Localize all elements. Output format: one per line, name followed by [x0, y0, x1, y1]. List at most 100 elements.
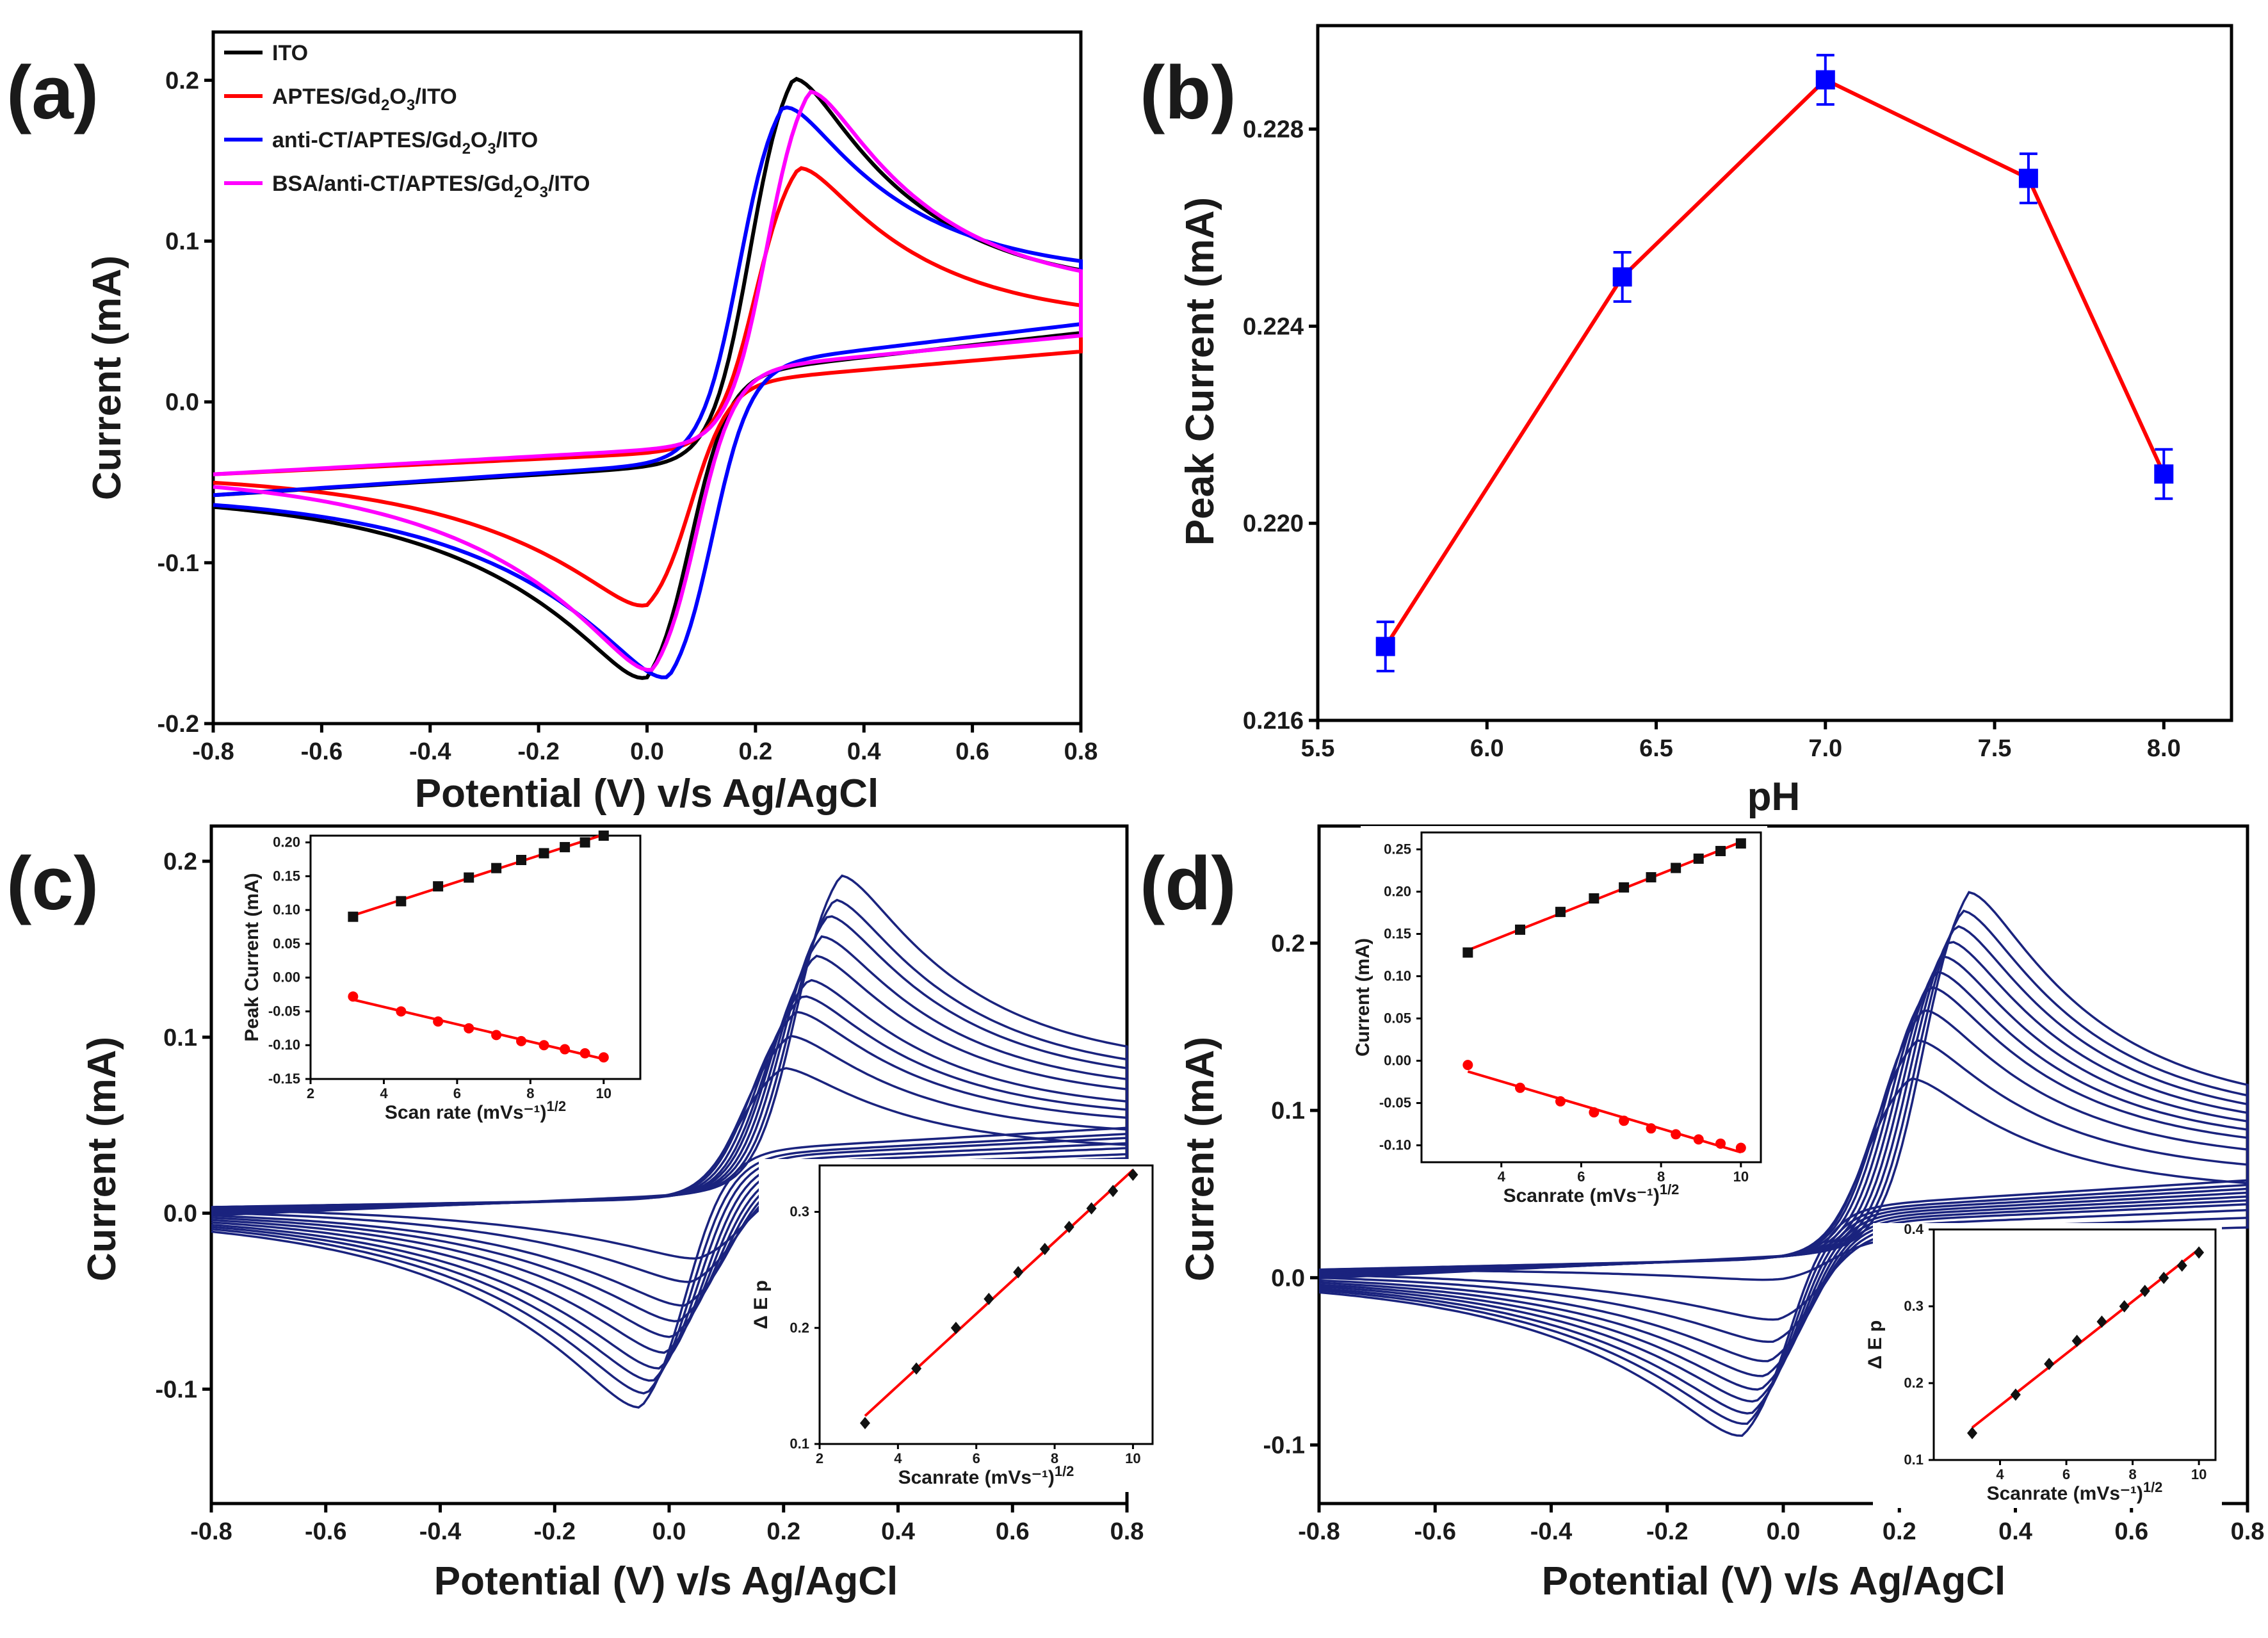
x-tick-label: -0.2	[534, 1518, 576, 1545]
legend: ITOAPTES/Gd2O3/ITOanti-CT/APTES/Gd2O3/IT…	[224, 41, 590, 201]
x-tick-label: 0.8	[2231, 1518, 2265, 1545]
x-tick-label: -0.6	[301, 738, 343, 765]
x-tick-label: -0.8	[190, 1518, 232, 1545]
x-tick-label: 2	[816, 1450, 823, 1466]
x-tick-label: 10	[1125, 1450, 1140, 1466]
x-tick-label: -0.6	[1414, 1518, 1456, 1545]
legend-entry-part: 3	[540, 184, 548, 201]
y-tick-label: 0.15	[1384, 925, 1411, 941]
y-tick-label: 0.1	[1271, 1098, 1305, 1124]
x-tick-label: 4	[1996, 1466, 2004, 1482]
y-tick-label: 0.1	[165, 229, 199, 255]
y-tick-label: 0.1	[1904, 1452, 1924, 1468]
data-point-deltaEp	[859, 1416, 870, 1429]
y-tick-label: 0.220	[1243, 510, 1304, 537]
legend-entry-part: /ITO	[496, 128, 539, 152]
x-tick-label: -0.4	[419, 1518, 461, 1545]
x-tick-label: 8	[1657, 1169, 1665, 1185]
y-tick-label: -0.05	[268, 1003, 300, 1019]
data-point-anodic	[1515, 924, 1526, 935]
data-point-anodic	[1671, 863, 1681, 873]
legend-entry-part: 2	[381, 97, 389, 114]
y-tick-label: -0.2	[158, 711, 199, 738]
data-point-deltaEp	[1013, 1266, 1024, 1279]
legend-entry-part: 3	[407, 97, 415, 114]
legend-entry-part: BSA/anti-CT/APTES/Gd	[272, 172, 514, 196]
cv-curve-1	[213, 166, 1083, 608]
inset-y-label: Current (mA)	[1352, 938, 1373, 1057]
y-axis-title: Peak Current (mA)	[1178, 197, 1222, 546]
panel-c: -0.8 -0.6 -0.4 -0.2 0.0 0.2 0.4 0.6 0.8 -0.1 0.0 0.…	[6, 824, 1159, 1603]
y-tick-label: 0.2	[790, 1320, 809, 1336]
data-point-anodic	[539, 848, 549, 859]
x-tick-label: 7.0	[1808, 735, 1842, 762]
y-tick-label: 0.216	[1243, 708, 1304, 734]
cv-curve-0	[213, 76, 1083, 680]
data-point	[2154, 464, 2174, 484]
x-axis-title: Potential (V) v/s Ag/AgCl	[415, 772, 879, 816]
inset-x-label: Scanrate (mVs⁻¹)1/2	[1987, 1479, 2163, 1504]
data-point	[1375, 637, 1395, 656]
y-tick-label: 0.4	[1904, 1221, 1924, 1237]
data-point-deltaEp	[1967, 1427, 1978, 1439]
inset-x-label-exponent: 1/2	[1660, 1181, 1680, 1197]
legend-entry-part: /ITO	[415, 85, 457, 109]
data-point-deltaEp	[2119, 1300, 2130, 1313]
x-tick-label: 0.2	[766, 1518, 800, 1545]
legend-entry-part: 2	[514, 184, 522, 201]
y-tick-label: 0.3	[1904, 1298, 1924, 1314]
x-tick-label: 8	[1051, 1450, 1058, 1466]
data-point-cathodic	[560, 1044, 571, 1055]
data-point-anodic	[464, 872, 474, 883]
data-point-anodic	[1589, 893, 1600, 904]
x-tick-label: 6	[453, 1085, 461, 1101]
data-point-cathodic	[1693, 1134, 1704, 1145]
cv-curve-9	[211, 874, 1128, 1409]
x-tick-label: 4	[1498, 1169, 1506, 1185]
x-tick-label: 0.6	[2114, 1518, 2148, 1545]
x-axis-title: Potential (V) v/s Ag/AgCl	[1542, 1559, 2006, 1603]
inset-0: 4 6 8 10 0.25 0.20 0.15 0.10 0.05 0.00 -0.05 -0.10 S…	[1352, 831, 1762, 1206]
data-point-anodic	[1693, 853, 1704, 864]
data-point-cathodic	[516, 1035, 527, 1046]
y-tick-label: 0.0	[1271, 1265, 1305, 1292]
x-tick-label: -0.4	[409, 738, 451, 765]
x-tick-label: 10	[596, 1085, 612, 1101]
legend-entry-part: /ITO	[548, 172, 590, 196]
data-point-anodic	[1555, 907, 1566, 918]
data-point-cathodic	[1735, 1142, 1746, 1153]
x-tick-label: 0.8	[1064, 738, 1098, 765]
inset-x-label-exponent: 1/2	[1055, 1463, 1074, 1479]
data-point-deltaEp	[984, 1292, 994, 1306]
data-point-cathodic	[1619, 1115, 1630, 1126]
y-tick-label: -0.10	[1379, 1137, 1411, 1153]
y-tick-label: -0.15	[268, 1071, 300, 1087]
y-tick-label: -0.10	[268, 1037, 300, 1053]
data-point-anodic	[396, 896, 407, 907]
x-tick-label: 0.0	[652, 1518, 686, 1545]
data-point-cathodic	[348, 991, 359, 1002]
x-axis-title: Potential (V) v/s Ag/AgCl	[434, 1559, 898, 1603]
inset-y-label: Peak Current (mA)	[241, 873, 263, 1041]
y-axis-title: Current (mA)	[1178, 1037, 1222, 1281]
data-point-anodic	[433, 881, 444, 892]
data-point-deltaEp	[2176, 1259, 2187, 1272]
x-tick-label: 6	[2062, 1466, 2070, 1482]
inset-background	[1361, 826, 1767, 1210]
y-tick-label: 0.05	[1384, 1010, 1411, 1026]
data-point-cathodic	[598, 1052, 609, 1063]
x-tick-label: 0.2	[738, 738, 772, 765]
x-tick-label: 0.6	[955, 738, 989, 765]
x-tick-label: 7.5	[1978, 735, 2012, 762]
data-point-deltaEp	[2071, 1334, 2082, 1347]
data-point-deltaEp	[2139, 1285, 2150, 1297]
inset-1: 4 6 8 10 0.1 0.2 0.3 0.4 Scanrate (mVs⁻¹)1/2 Δ E …	[1865, 1221, 2217, 1504]
data-point-anodic	[1735, 838, 1746, 849]
x-tick-label: 10	[2191, 1466, 2207, 1482]
y-tick-label: -0.1	[1263, 1432, 1305, 1459]
data-point-deltaEp	[2096, 1315, 2107, 1328]
x-tick-label: 0.2	[1883, 1518, 1916, 1545]
data-point-anodic	[1646, 872, 1656, 882]
data-point-deltaEp	[1039, 1242, 1050, 1256]
x-tick-label: 0.4	[1998, 1518, 2032, 1545]
